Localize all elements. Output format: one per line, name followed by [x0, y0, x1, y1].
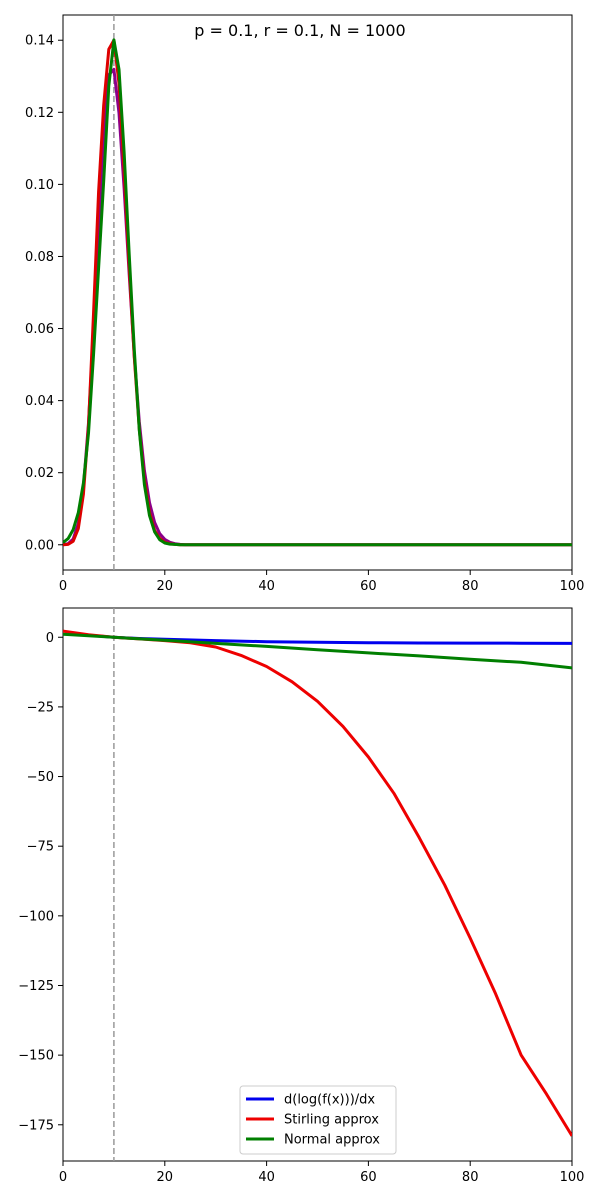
- top-plot-title: p = 0.1, r = 0.1, N = 1000: [194, 21, 405, 40]
- x-tick-label: 20: [157, 1170, 174, 1185]
- y-tick-label: −125: [18, 979, 54, 994]
- y-tick-label: −50: [27, 770, 54, 785]
- top-plot-frame: [62, 14, 573, 571]
- y-tick-label: 0.02: [25, 466, 54, 481]
- y-tick-label: 0: [46, 631, 54, 646]
- series-line-1: [63, 38, 572, 547]
- x-tick-label: 40: [258, 1170, 275, 1185]
- legend-label-1: Stirling approx: [284, 1113, 379, 1128]
- y-tick-label: 0.08: [25, 250, 54, 265]
- y-tick-label: 0.14: [25, 34, 54, 49]
- bottom-plot-axes: 0 20 40 60 80 100 0 −25 −50 −75 −100 −125 −150 −175: [18, 631, 584, 1185]
- legend-label-2: Normal approx: [284, 1133, 380, 1148]
- top-plot-panel: 0 20 40 60 80 100 0.00 0.02 0.04 0.06 0.08 0.10 0.12…: [25, 14, 584, 594]
- bottom-plot-area: [63, 608, 572, 1161]
- x-tick-label: 0: [59, 579, 67, 594]
- x-tick-label: 40: [258, 579, 275, 594]
- x-tick-label: 60: [360, 1170, 377, 1185]
- bottom-plot-panel: 0 20 40 60 80 100 0 −25 −50 −75 −100 −125 −150 −175 d…: [18, 607, 584, 1185]
- series-line-2: [63, 38, 572, 547]
- y-tick-label: −100: [18, 909, 54, 924]
- y-tick-label: −25: [27, 700, 54, 715]
- y-tick-label: 0.00: [25, 538, 54, 553]
- y-tick-label: 0.10: [25, 178, 54, 193]
- series-line-1: [63, 629, 572, 1137]
- legend-label-0: d(log(f(x)))/dx: [284, 1093, 375, 1108]
- y-tick-label: −75: [27, 840, 54, 855]
- x-tick-label: 100: [560, 1170, 585, 1185]
- x-tick-label: 60: [360, 579, 377, 594]
- x-tick-label: 0: [59, 1170, 67, 1185]
- x-tick-label: 80: [462, 579, 479, 594]
- legend: d(log(f(x)))/dx Stirling approx Normal app…: [239, 1085, 397, 1155]
- x-tick-label: 100: [560, 579, 585, 594]
- series-line-0: [63, 67, 572, 547]
- bottom-plot-frame: [62, 607, 573, 1162]
- x-tick-label: 80: [462, 1170, 479, 1185]
- series-line-2: [63, 632, 572, 670]
- y-tick-label: 0.12: [25, 106, 54, 121]
- top-plot-axes: 0 20 40 60 80 100 0.00 0.02 0.04 0.06 0.08 0.10 0.12…: [25, 34, 584, 594]
- y-tick-label: −175: [18, 1118, 54, 1133]
- y-tick-label: 0.06: [25, 322, 54, 337]
- legend-box: [239, 1085, 397, 1155]
- y-tick-label: −150: [18, 1049, 54, 1064]
- top-plot-area: [63, 15, 572, 570]
- y-tick-label: 0.04: [25, 394, 54, 409]
- x-tick-label: 20: [157, 579, 174, 594]
